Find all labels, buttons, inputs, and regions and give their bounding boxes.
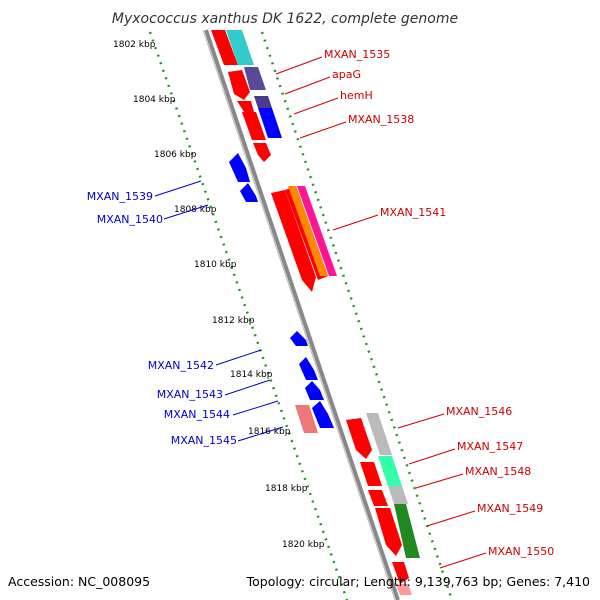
gene-mxan-1544[interactable] [305, 381, 324, 400]
tick-label: 1810 kbp [194, 260, 237, 270]
reverse-leader-lines [154, 180, 284, 442]
backbone-highlight [202, 29, 396, 600]
gene-mxan-1548-track[interactable] [388, 486, 408, 504]
gene-mxan-1538-tail[interactable] [253, 143, 271, 162]
topology-text: Topology: circular; Length: 9,139,763 bp… [246, 574, 590, 589]
gene-label-apag[interactable]: apaG [332, 68, 361, 81]
kbp-labels: 1802 kbp 1804 kbp 1806 kbp 1808 kbp 1810… [113, 40, 325, 550]
gene-mxan-1535[interactable] [211, 30, 238, 65]
gene-mxan-1549[interactable] [375, 508, 402, 556]
gene-mxan-1550-b[interactable] [396, 584, 412, 595]
genome-backbone [204, 29, 400, 600]
gene-mxan-1549-track[interactable] [394, 504, 420, 558]
gene-hemh[interactable] [254, 96, 272, 108]
gene-label-mxan-1542[interactable]: MXAN_1542 [148, 359, 214, 372]
gene-mxan-1548[interactable] [368, 490, 388, 506]
reverse-genes [229, 153, 334, 433]
gene-label-hemh[interactable]: hemH [340, 89, 373, 102]
gene-mxan-1540[interactable] [240, 183, 258, 202]
gene-mxan-1545[interactable] [312, 401, 334, 428]
gene-label-mxan-1540[interactable]: MXAN_1540 [97, 213, 163, 226]
gene-mxan-1546-track[interactable] [366, 413, 392, 455]
gene-hemh-small[interactable] [237, 101, 254, 115]
tick-label: 1816 kbp [248, 427, 291, 437]
forward-labels: MXAN_1535 apaG hemH MXAN_1538 MXAN_1541 … [324, 48, 554, 558]
gene-mxan-1541-orange[interactable] [288, 186, 328, 276]
gene-label-mxan-1545[interactable]: MXAN_1545 [171, 434, 237, 447]
gene-mxan-1541[interactable] [271, 190, 316, 292]
reverse-labels: MXAN_1539 MXAN_1540 MXAN_1542 MXAN_1543 … [87, 190, 237, 447]
tick-label: 1818 kbp [265, 484, 308, 494]
gene-label-mxan-1535[interactable]: MXAN_1535 [324, 48, 390, 61]
gene-mxan-1538-track[interactable] [258, 108, 282, 138]
gene-apag-track[interactable] [244, 67, 266, 90]
gene-apag[interactable] [228, 70, 250, 100]
gene-mxan-1541-pink[interactable] [297, 186, 337, 276]
gene-mxan-1546[interactable] [346, 418, 372, 459]
gene-label-mxan-1544[interactable]: MXAN_1544 [164, 408, 230, 421]
gene-mxan-1538[interactable] [242, 112, 266, 140]
gene-label-mxan-1539[interactable]: MXAN_1539 [87, 190, 153, 203]
tick-label: 1802 kbp [113, 40, 156, 50]
tick-label: 1820 kbp [282, 540, 325, 550]
gene-label-mxan-1541[interactable]: MXAN_1541 [380, 206, 446, 219]
accession-text: Accession: NC_008095 [8, 574, 150, 589]
tick-label: 1808 kbp [174, 205, 217, 215]
forward-leader-lines [275, 56, 487, 569]
gene-mxan-1543[interactable] [299, 357, 318, 380]
tick-label: 1806 kbp [154, 150, 197, 160]
gene-label-mxan-1550[interactable]: MXAN_1550 [488, 545, 554, 558]
gene-label-mxan-1548[interactable]: MXAN_1548 [465, 465, 531, 478]
map-title: Myxococcus xanthus DK 1622, complete gen… [112, 11, 458, 27]
forward-genes [211, 30, 420, 595]
gene-mxan-1550[interactable] [392, 562, 409, 584]
gene-mxan-1547[interactable] [360, 462, 382, 486]
gene-mxan-1545-track[interactable] [295, 405, 318, 433]
gene-label-mxan-1546[interactable]: MXAN_1546 [446, 405, 512, 418]
gene-label-mxan-1543[interactable]: MXAN_1543 [157, 388, 223, 401]
tick-label: 1814 kbp [230, 370, 273, 380]
tick-label: 1812 kbp [212, 316, 255, 326]
gene-label-mxan-1538[interactable]: MXAN_1538 [348, 113, 414, 126]
gene-mxan-1535-track[interactable] [226, 30, 254, 65]
gene-mxan-1547-track[interactable] [378, 456, 402, 486]
gene-label-mxan-1549[interactable]: MXAN_1549 [477, 502, 543, 515]
gene-label-mxan-1547[interactable]: MXAN_1547 [457, 440, 523, 453]
gene-mxan-1542[interactable] [290, 331, 308, 346]
tick-label: 1804 kbp [133, 95, 176, 105]
gene-mxan-1539[interactable] [229, 153, 250, 182]
